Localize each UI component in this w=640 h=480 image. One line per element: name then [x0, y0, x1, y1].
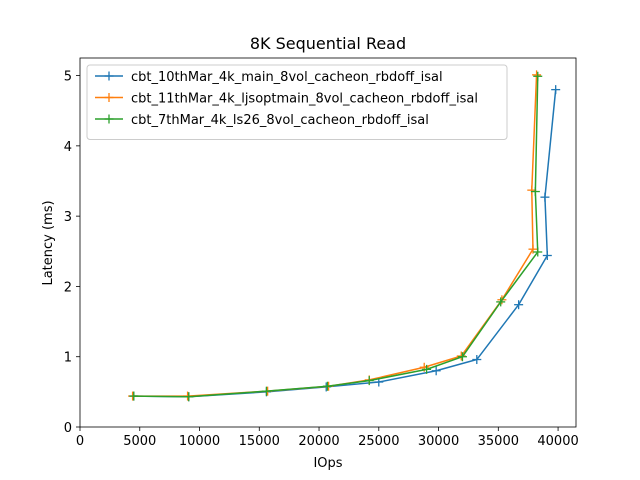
y-tick-label: 4 — [64, 140, 72, 155]
y-axis-label: Latency (ms) — [41, 200, 56, 285]
legend-label: cbt_7thMar_4k_ls26_8vol_cacheon_rbdoff_i… — [131, 113, 429, 128]
data-point — [261, 386, 271, 396]
series — [129, 71, 543, 402]
x-tick-label: 30000 — [418, 434, 459, 449]
legend-box — [86, 64, 508, 140]
data-point — [184, 392, 194, 402]
data-point — [533, 247, 543, 257]
legend-label: cbt_10thMar_4k_main_8vol_cacheon_rbdoff_… — [131, 70, 443, 85]
y-tick-label: 0 — [64, 421, 72, 436]
x-tick-label: 25000 — [358, 434, 399, 449]
data-point — [472, 355, 482, 365]
data-point — [322, 381, 332, 391]
x-tick-label: 10000 — [179, 434, 220, 449]
data-point — [496, 297, 506, 307]
data-point — [422, 364, 432, 374]
x-tick-label: 20000 — [298, 434, 339, 449]
x-axis-label: IOps — [313, 456, 342, 471]
data-point — [129, 391, 139, 401]
y-tick-label: 1 — [64, 351, 72, 366]
x-tick-label: 0 — [76, 434, 84, 449]
plot-area: 0 5000 10000 15000 20000 25000 30000 35000 40000… — [64, 57, 579, 449]
chart-title: 8K Sequential Read — [250, 34, 406, 53]
legend-item: cbt_11thMar_4k_ljsoptmain_8vol_cacheon_r… — [95, 92, 478, 107]
data-point — [530, 187, 540, 197]
y-tick-label: 5 — [64, 70, 72, 85]
x-tick-label: 15000 — [239, 434, 280, 449]
data-point — [540, 192, 550, 202]
plot-frame — [79, 57, 577, 428]
legend-item: cbt_10thMar_4k_main_8vol_cacheon_rbdoff_… — [95, 70, 443, 85]
data-point — [431, 366, 441, 376]
data-point — [456, 351, 466, 361]
data-point — [514, 300, 524, 310]
data-point — [528, 244, 538, 254]
y-tick-label: 2 — [64, 280, 72, 295]
data-point — [457, 352, 467, 362]
x-tick-label: 40000 — [537, 434, 578, 449]
data-point — [364, 376, 374, 386]
y-tick-label: 3 — [64, 210, 72, 225]
data-point — [532, 70, 542, 80]
legend: cbt_10thMar_4k_main_8vol_cacheon_rbdoff_… — [86, 64, 508, 140]
x-tick-label: 35000 — [478, 434, 519, 449]
legend-label: cbt_11thMar_4k_ljsoptmain_8vol_cacheon_r… — [131, 92, 478, 107]
legend-item: cbt_7thMar_4k_ls26_8vol_cacheon_rbdoff_i… — [95, 113, 429, 128]
data-point — [551, 85, 561, 95]
x-tick-label: 5000 — [123, 434, 156, 449]
data-point — [533, 71, 543, 81]
data-point — [542, 251, 552, 261]
